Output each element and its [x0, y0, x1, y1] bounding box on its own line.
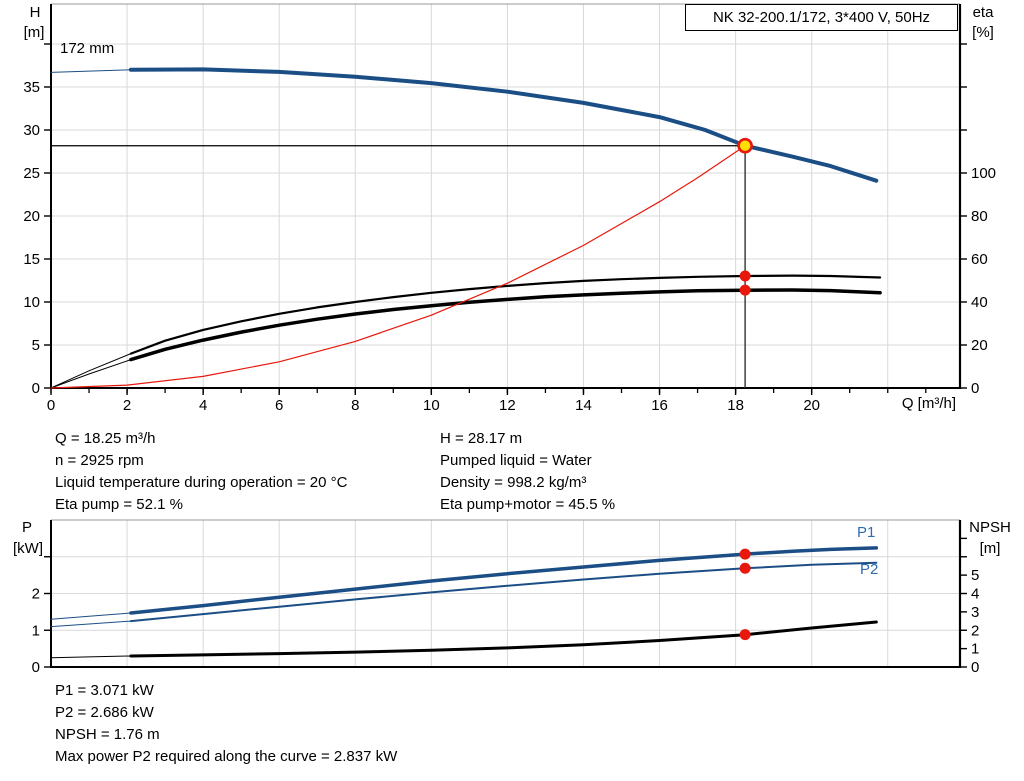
y-right-tick-label: 100	[971, 165, 996, 182]
y-right-tick-label: 0	[971, 659, 979, 676]
series-h-curve	[128, 67, 879, 183]
y-right-tick-label: 3	[971, 604, 979, 621]
y-right-tick-label: 40	[971, 294, 988, 311]
info-q: Q = 18.25 m³/h	[55, 430, 156, 447]
y-left-tick-label: 25	[23, 165, 40, 182]
x-tick-label: 0	[47, 397, 55, 414]
series-p1-leadin	[50, 612, 132, 620]
series-npsh-curve	[129, 620, 878, 658]
marker-p2-point	[739, 562, 751, 574]
marker-eta-pump-point	[739, 270, 751, 282]
marker-eta-pump-motor-point	[739, 284, 751, 296]
x-tick-label: 16	[651, 397, 668, 414]
pump-title-box: NK 32-200.1/172, 3*400 V, 50Hz	[685, 4, 958, 31]
marker-npsh-point	[739, 629, 751, 641]
info-p2: P2 = 2.686 kW	[55, 704, 154, 721]
y-right-tick-label: 80	[971, 208, 988, 225]
eta-axis-unit: [%]	[972, 24, 994, 41]
series-eta-pump-motor-curve	[129, 288, 882, 362]
y-right-tick-label: 20	[971, 337, 988, 354]
y-left-tick-label: 0	[32, 659, 40, 676]
series-eta-pump-leadin	[50, 353, 132, 389]
x-tick-label: 6	[275, 397, 283, 414]
series-p2-leadin	[50, 620, 132, 628]
p-axis-label: P	[21, 519, 32, 536]
q-axis-label: Q [m³/h]	[901, 395, 956, 412]
npsh-axis-unit: [m]	[979, 540, 1001, 557]
x-tick-label: 10	[423, 397, 440, 414]
y-right-tick-label: 60	[971, 251, 988, 268]
x-tick-label: 2	[123, 397, 131, 414]
h-axis-label: H	[29, 4, 41, 21]
info-pumped-liquid: Pumped liquid = Water	[440, 452, 592, 469]
y-left-tick-label: 20	[23, 208, 40, 225]
y-right-tick-label: 2	[971, 622, 979, 639]
series-eta-pump-motor-leadin	[50, 359, 132, 389]
x-tick-label: 4	[199, 397, 207, 414]
npsh-axis-label: NPSH	[969, 519, 1011, 536]
series-p1-curve	[129, 546, 879, 615]
x-tick-label: 14	[575, 397, 592, 414]
info-h: H = 28.17 m	[440, 430, 523, 447]
hq-eta-chart: 0 5 10 15 20 25 30 35 0 20 40 60 80 100 0 2 4 6 8 10 12 14 16 1…	[23, 3, 996, 414]
x-tick-label: 12	[499, 397, 516, 414]
power-info: P1 = 3.071 kW P2 = 2.686 kW NPSH = 1.76 …	[55, 680, 397, 768]
p2-series-label: P2	[860, 561, 879, 578]
y-right-tick-label: 5	[971, 567, 979, 584]
info-eta-pump: Eta pump = 52.1 %	[55, 496, 183, 513]
y-left-tick-label: 30	[23, 122, 40, 139]
y-right-tick-label: 0	[971, 380, 979, 397]
series-p2-curve	[129, 561, 878, 623]
info-npsh: NPSH = 1.76 m	[55, 726, 160, 743]
y-left-tick-label: 0	[32, 380, 40, 397]
series-npsh-leadin	[50, 655, 132, 659]
x-tick-label: 8	[351, 397, 359, 414]
info-eta-pump-motor: Eta pump+motor = 45.5 %	[440, 496, 616, 513]
info-liquid-temp: Liquid temperature during operation = 20…	[55, 474, 348, 491]
impeller-diameter-label: 172 mm	[60, 40, 115, 57]
series-eta-pump-curve	[129, 274, 882, 355]
info-p1: P1 = 3.071 kW	[55, 682, 154, 699]
y-right-tick-label: 4	[971, 586, 979, 603]
x-tick-label: 20	[803, 397, 820, 414]
y-left-tick-label: 1	[32, 622, 40, 639]
y-left-tick-label: 10	[23, 294, 40, 311]
info-n: n = 2925 rpm	[55, 452, 144, 469]
series-h-curve-leadin	[50, 69, 132, 73]
y-left-tick-label: 15	[23, 251, 40, 268]
duty-info-right: H = 28.17 m Pumped liquid = Water Densit…	[440, 428, 615, 516]
info-max-p2: Max power P2 required along the curve = …	[55, 748, 398, 765]
y-left-tick-label: 2	[32, 586, 40, 603]
marker-duty-point	[737, 137, 753, 154]
p-axis-unit: [kW]	[13, 540, 43, 557]
h-axis-unit: [m]	[23, 24, 45, 41]
eta-axis-label: eta	[972, 4, 994, 21]
x-tick-label: 18	[727, 397, 744, 414]
info-density: Density = 998.2 kg/m³	[440, 474, 587, 491]
duty-info-left: Q = 18.25 m³/h n = 2925 rpm Liquid tempe…	[55, 428, 347, 516]
marker-p1-point	[739, 548, 751, 560]
series-system-curve	[50, 145, 746, 389]
y-left-tick-label: 5	[32, 337, 40, 354]
p1-series-label: P1	[857, 524, 876, 541]
y-right-tick-label: 1	[971, 641, 979, 658]
y-left-tick-label: 35	[23, 79, 40, 96]
